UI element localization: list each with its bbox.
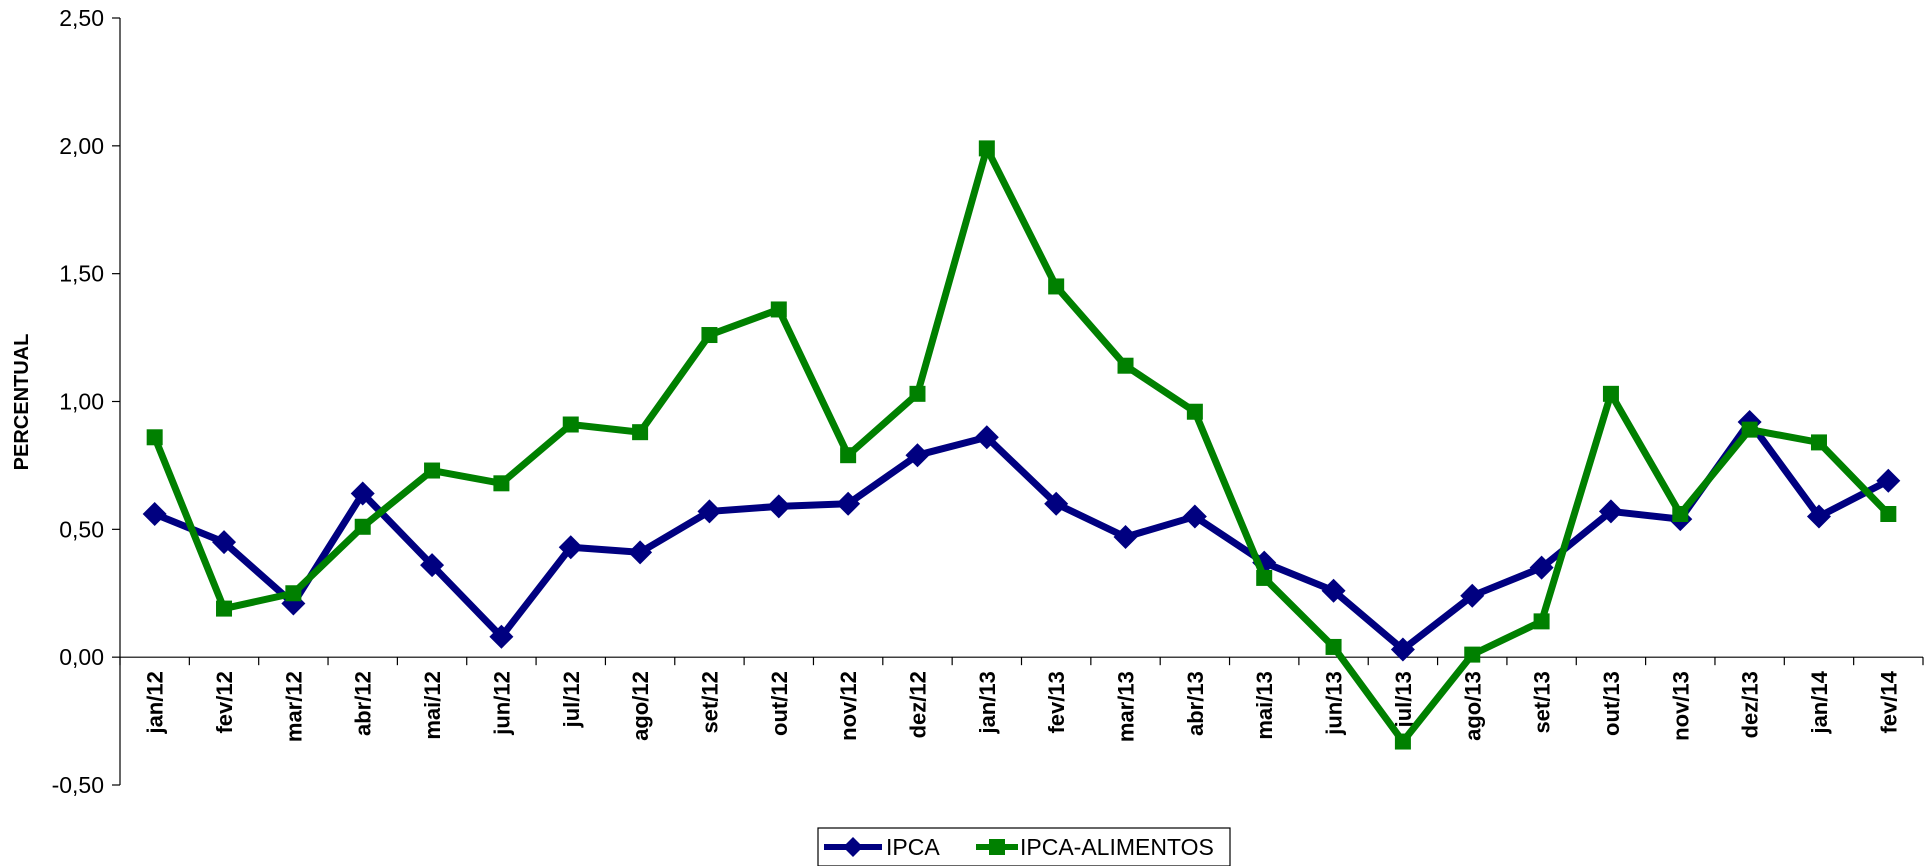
data-point — [424, 462, 441, 479]
data-point — [1117, 357, 1134, 374]
x-tick-label: jan/12 — [143, 671, 168, 734]
data-point — [770, 301, 787, 318]
y-tick-label: 0,00 — [59, 644, 104, 670]
legend-label: IPCA-ALIMENTOS — [1020, 834, 1214, 860]
series-line — [151, 144, 1892, 746]
data-point — [1460, 583, 1485, 608]
data-point — [558, 535, 583, 560]
legend-marker — [989, 839, 1005, 855]
x-tick-label: fev/13 — [1044, 671, 1069, 733]
x-tick-label: mar/13 — [1114, 671, 1139, 742]
data-point — [1044, 491, 1069, 516]
data-point — [1256, 569, 1273, 586]
data-point — [142, 501, 167, 526]
x-tick-label: jan/13 — [975, 671, 1000, 734]
data-point — [1810, 434, 1827, 451]
x-tick-label: abr/13 — [1183, 671, 1208, 736]
legend-marker — [843, 837, 863, 857]
data-point — [1390, 637, 1415, 662]
y-tick-label: 0,50 — [59, 516, 104, 542]
data-point — [1741, 421, 1758, 438]
data-point — [1394, 733, 1411, 750]
legend-box — [817, 827, 1231, 866]
axes — [112, 17, 1924, 786]
data-point — [1533, 613, 1550, 630]
y-tick-label: 2,50 — [59, 5, 104, 31]
data-point — [1876, 468, 1901, 493]
x-tick-label: mai/13 — [1252, 671, 1277, 740]
data-point — [1186, 403, 1203, 420]
data-point — [701, 327, 718, 344]
data-point — [1880, 505, 1897, 522]
x-tick-label: out/12 — [767, 671, 792, 736]
data-point — [836, 491, 861, 516]
series — [142, 140, 1901, 750]
x-tick-label: ago/12 — [628, 671, 653, 741]
y-axis-title: PERCENTUAL — [11, 334, 33, 471]
data-point — [146, 429, 163, 446]
tick-labels: -0,50 0,00 0,50 1,00 1,50 2,00 2,50 jan/12 fev/1… — [52, 5, 1902, 798]
data-point — [909, 385, 926, 402]
data-point — [489, 624, 514, 649]
x-tick-label: dez/12 — [905, 671, 930, 738]
x-tick-label: mar/12 — [281, 671, 306, 742]
x-tick-label: dez/13 — [1738, 671, 1763, 738]
x-tick-label: fev/14 — [1876, 670, 1901, 733]
data-point — [766, 494, 791, 519]
data-point — [1529, 555, 1554, 580]
data-point — [562, 416, 579, 433]
x-tick-label: fev/12 — [212, 671, 237, 733]
data-point — [1464, 646, 1481, 663]
x-tick-label: ago/13 — [1460, 671, 1485, 741]
series-line — [151, 418, 1892, 653]
data-point — [1113, 525, 1138, 550]
data-point — [905, 443, 930, 468]
data-point — [493, 475, 510, 492]
x-tick-label: jan/14 — [1807, 670, 1832, 734]
data-point — [212, 530, 237, 555]
data-point — [354, 518, 371, 535]
data-point — [350, 481, 375, 506]
x-tick-label: jun/13 — [1322, 671, 1347, 736]
data-point — [978, 140, 995, 157]
data-point — [216, 600, 233, 617]
y-tick-label: 1,50 — [59, 261, 104, 287]
x-tick-label: nov/13 — [1668, 671, 1693, 741]
y-tick-label: 2,00 — [59, 133, 104, 159]
data-point — [1325, 638, 1342, 655]
data-point — [1321, 578, 1346, 603]
data-point — [420, 553, 445, 578]
x-tick-label: abr/12 — [351, 671, 376, 736]
data-point — [1048, 278, 1065, 295]
data-point — [628, 540, 653, 565]
data-point — [632, 424, 649, 441]
x-tick-label: set/13 — [1530, 671, 1555, 733]
data-point — [697, 499, 722, 524]
data-point — [1182, 504, 1207, 529]
x-tick-label: set/12 — [697, 671, 722, 733]
x-tick-label: out/13 — [1599, 671, 1624, 736]
x-tick-label: nov/12 — [836, 671, 861, 741]
data-point — [840, 447, 857, 464]
series-ipca-alimentos — [146, 140, 1897, 750]
data-point — [974, 425, 999, 450]
legend: IPCA IPCA-ALIMENTOS — [817, 827, 1231, 866]
data-point — [1672, 505, 1689, 522]
x-tick-label: mai/12 — [420, 671, 445, 740]
y-tick-label: 1,00 — [59, 389, 104, 415]
series-ipca — [142, 409, 1901, 662]
x-tick-label: jun/12 — [489, 671, 514, 736]
x-tick-label: jul/12 — [559, 671, 584, 728]
x-tick-label: jul/13 — [1391, 671, 1416, 728]
data-point — [1806, 504, 1831, 529]
data-point — [1598, 499, 1623, 524]
legend-label: IPCA — [886, 834, 940, 860]
data-point — [1602, 385, 1619, 402]
data-point — [285, 585, 302, 602]
y-tick-label: -0,50 — [52, 772, 104, 798]
